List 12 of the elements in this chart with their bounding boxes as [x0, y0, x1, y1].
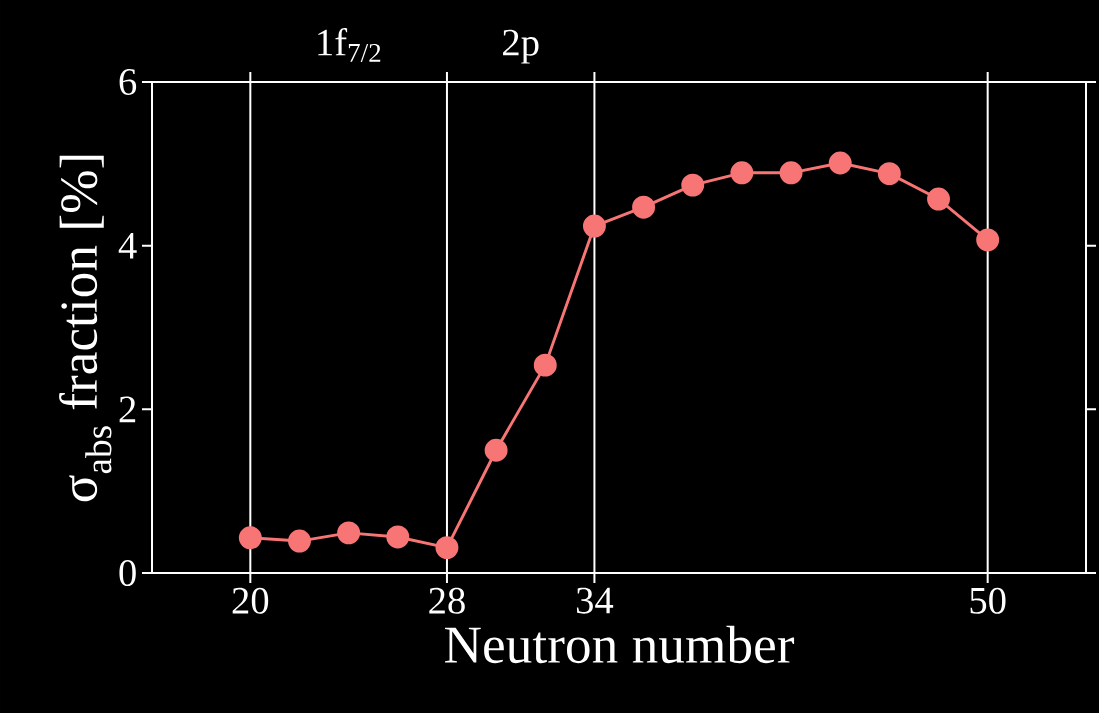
y-tick-label: 4	[118, 232, 137, 259]
text: 1f$_{7/2}$	[318, 28, 381, 63]
y-tick-label: 2	[119, 396, 136, 423]
x-tick-label: 28	[429, 587, 465, 614]
y-tick-label: 0	[119, 559, 136, 587]
y-axis-title: σ$_{abs}$ fraction [%]	[59, 155, 112, 502]
x-tick-label: 34	[576, 587, 614, 614]
x-tick-label: 20	[232, 587, 269, 614]
x-tick-label: 50	[970, 587, 1006, 614]
text: 2p	[503, 29, 539, 64]
y-tick-label: 6	[119, 69, 137, 95]
x-axis-title: Neutron number	[445, 625, 795, 664]
